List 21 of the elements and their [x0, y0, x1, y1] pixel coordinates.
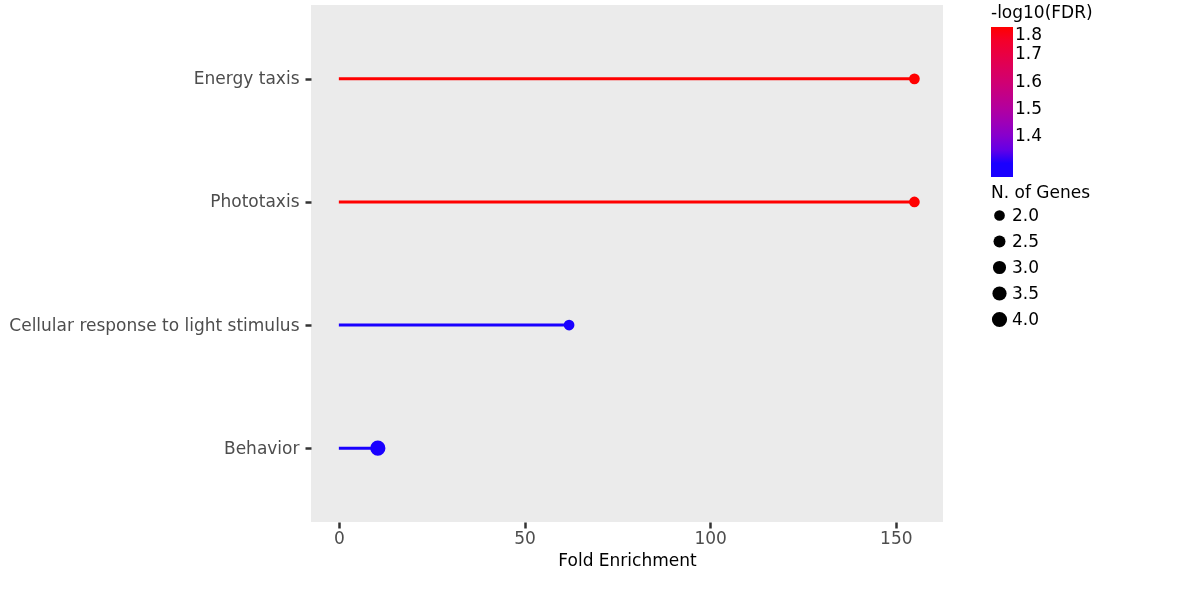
- color-bar-title: -log10(FDR): [991, 2, 1093, 22]
- color-bar-label: 1.4: [1015, 125, 1043, 146]
- x-tick-label: 150: [880, 527, 913, 548]
- legend-label: 3.0: [1012, 256, 1040, 277]
- legend-title: N. of Genes: [991, 182, 1091, 202]
- color-bar-label: 1.6: [1015, 70, 1043, 91]
- y-tick-label: Cellular response to light stimulus: [9, 314, 300, 335]
- legend-label: 4.0: [1012, 308, 1040, 329]
- color-bar-label: 1.8: [1015, 24, 1043, 44]
- x-tick-label: 50: [514, 527, 536, 548]
- color-bar-label: 1.5: [1015, 97, 1043, 118]
- x-tick-label: 0: [333, 527, 345, 548]
- y-tick-label: Energy taxis: [193, 68, 300, 89]
- legend-label: 3.5: [1012, 282, 1040, 303]
- x-axis-title: Fold Enrichment: [558, 549, 697, 570]
- x-tick-label: 100: [694, 527, 727, 548]
- legend-label: 2.5: [1012, 230, 1040, 251]
- y-tick-label: Behavior: [224, 437, 300, 458]
- color-bar-label: 1.7: [1015, 43, 1043, 64]
- y-tick-label: Phototaxis: [210, 191, 300, 212]
- legend-label: 2.0: [1012, 204, 1040, 225]
